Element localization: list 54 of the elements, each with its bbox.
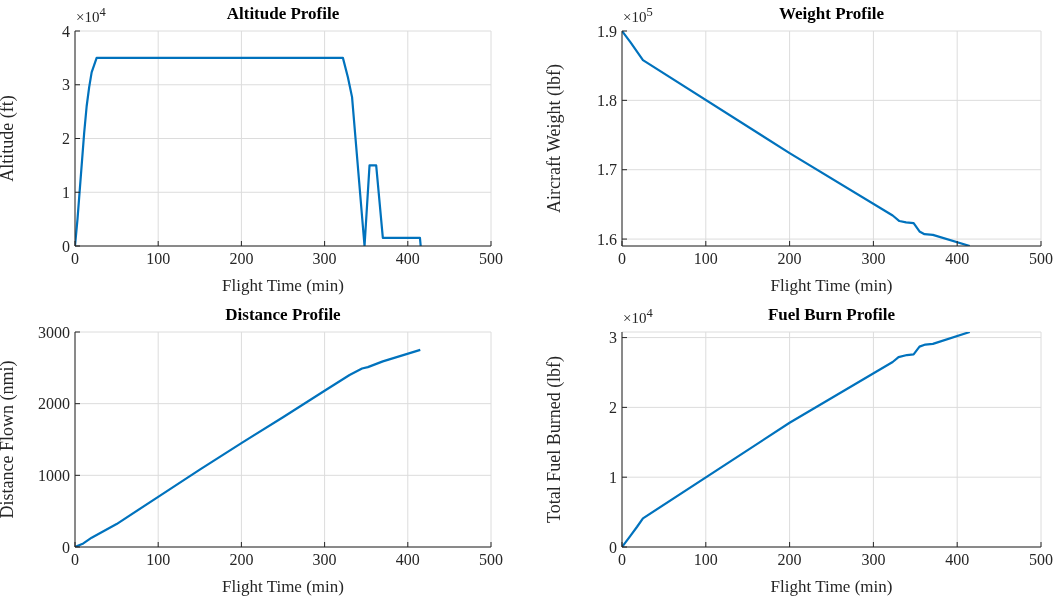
x-tick-label: 500	[1029, 250, 1053, 268]
x-axis-title: Flight Time (min)	[770, 276, 893, 295]
text: ×10$^{4}$	[76, 5, 106, 26]
y-tick-label: 1.8	[597, 92, 617, 110]
y-axis-title: Total Fuel Burned (lbf)	[544, 355, 566, 524]
x-tick-label: 300	[312, 551, 337, 569]
x-tick-label: 100	[693, 551, 718, 569]
x-tick-label: 400	[945, 551, 970, 569]
y-tick-label: 0	[62, 538, 70, 556]
x-tick-label: 200	[777, 250, 802, 268]
x-tick-label: 500	[479, 551, 503, 569]
text: ×10$^{5}$	[623, 5, 653, 26]
x-tick-label: 500	[479, 250, 503, 268]
y-tick-label: 4	[62, 22, 70, 40]
y-tick-label: 2000	[38, 395, 70, 413]
x-tick-label: 300	[861, 250, 886, 268]
y-tick-label: 0	[62, 237, 70, 255]
chart-title: Fuel Burn Profile	[767, 305, 896, 324]
y-tick-label: 3	[62, 76, 70, 94]
y-tick-label: 0	[609, 538, 617, 556]
x-tick-label: 500	[1029, 551, 1053, 569]
x-axis-title: Flight Time (min)	[222, 577, 344, 596]
y-tick-label: 3000	[38, 323, 70, 341]
x-axis-title: Flight Time (min)	[770, 577, 893, 596]
x-tick-label: 200	[229, 250, 254, 268]
x-tick-label: 100	[693, 250, 718, 268]
y-tick-label: 3	[609, 329, 617, 347]
y-tick-label: 1.7	[597, 161, 617, 179]
x-tick-label: 100	[146, 250, 171, 268]
x-tick-label: 200	[777, 551, 802, 569]
chart-title: Weight Profile	[779, 4, 884, 23]
x-tick-label: 300	[861, 551, 886, 569]
text: ×10$^{4}$	[623, 306, 653, 327]
y-tick-label: 2	[62, 130, 70, 148]
y-axis-title: Distance Flown (nmi)	[0, 360, 19, 519]
y-tick-label: 1.9	[597, 22, 617, 40]
y-tick-label: 1	[62, 183, 70, 201]
chart-title: Altitude Profile	[226, 4, 340, 23]
y-tick-label: 1	[609, 468, 617, 486]
line-series	[75, 348, 422, 547]
line-series	[75, 56, 422, 246]
x-tick-label: 400	[395, 250, 420, 268]
x-tick-label: 400	[395, 551, 420, 569]
y-axis-title: Aircraft Weight (lbf)	[544, 63, 566, 214]
y-axis-title: Altitude (ft)	[0, 95, 19, 182]
y-tick-label: 2	[609, 399, 617, 417]
y-tick-label: 1.6	[597, 230, 617, 248]
x-tick-label: 400	[945, 250, 970, 268]
x-tick-label: 200	[229, 551, 254, 569]
chart-title: Distance Profile	[224, 305, 342, 325]
x-tick-label: 100	[146, 551, 171, 569]
x-axis-title: Flight Time (min)	[222, 276, 344, 295]
x-tick-label: 300	[312, 250, 337, 268]
y-tick-label: 1000	[38, 467, 70, 485]
